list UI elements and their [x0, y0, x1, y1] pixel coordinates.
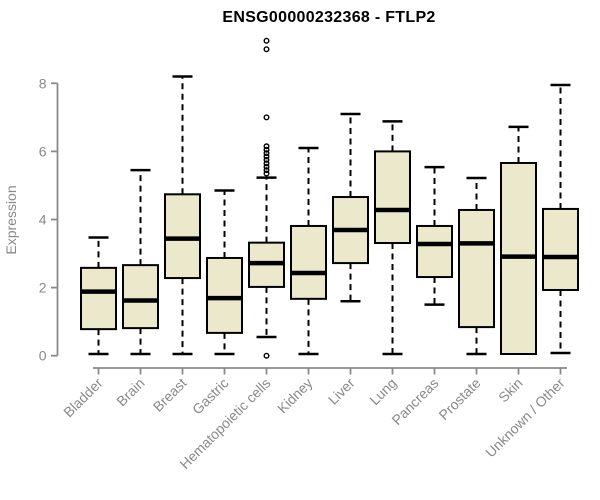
- y-tick-label: 6: [39, 143, 47, 159]
- outlier-point: [263, 46, 270, 53]
- outlier-point: [263, 160, 270, 167]
- boxplot-group: [374, 120, 411, 356]
- box-rect: [458, 208, 495, 329]
- y-tick-label: 4: [39, 212, 47, 228]
- outlier-point: [263, 170, 270, 177]
- outlier-point: [263, 163, 270, 170]
- outlier-point: [263, 146, 270, 153]
- y-axis-label: Expression: [3, 185, 19, 254]
- boxplot-group: [458, 176, 495, 356]
- boxplot-group: [542, 83, 579, 355]
- boxplot-group: [332, 112, 369, 303]
- box-rect: [416, 224, 453, 279]
- y-tick-label: 2: [39, 280, 47, 296]
- box-rect: [164, 193, 201, 280]
- x-tick-label: Lung: [366, 375, 399, 408]
- outlier-point: [263, 150, 270, 157]
- x-tick-label: Unknown / Other: [482, 375, 568, 461]
- box-rect: [374, 150, 411, 244]
- outlier-point: [263, 352, 270, 359]
- x-tick-label: Skin: [495, 375, 526, 406]
- x-tick-label: Kidney: [274, 375, 316, 417]
- box-rect: [80, 266, 117, 331]
- outlier-point: [263, 156, 270, 163]
- boxplot-group: [122, 168, 159, 356]
- x-tick-label: Prostate: [435, 375, 483, 423]
- boxplot-group: [164, 75, 201, 356]
- x-tick-label: Brain: [113, 375, 147, 409]
- boxplot-group: [248, 37, 285, 359]
- boxplot-group: [416, 165, 453, 306]
- chart-title: ENSG00000232368 - FTLP2: [222, 9, 435, 26]
- x-tick-label: Pancreas: [388, 375, 441, 428]
- boxplot-group: [80, 236, 117, 356]
- x-tick-label: Liver: [325, 375, 358, 408]
- box-rect: [122, 264, 159, 330]
- outlier-point: [263, 114, 270, 121]
- boxplot-group: [290, 146, 327, 356]
- x-tick-label: Bladder: [60, 375, 106, 421]
- outlier-point: [263, 37, 270, 44]
- box-rect: [290, 224, 327, 300]
- y-tick-label: 8: [39, 75, 47, 91]
- x-tick-label: Breast: [150, 375, 190, 415]
- outlier-point: [263, 143, 270, 150]
- outlier-point: [263, 153, 270, 160]
- y-tick-label: 0: [39, 348, 47, 364]
- box-rect: [542, 207, 579, 291]
- outlier-point: [263, 167, 270, 174]
- box-rect: [206, 256, 243, 334]
- boxplot-group: [206, 189, 243, 356]
- boxplot-group: [500, 125, 537, 355]
